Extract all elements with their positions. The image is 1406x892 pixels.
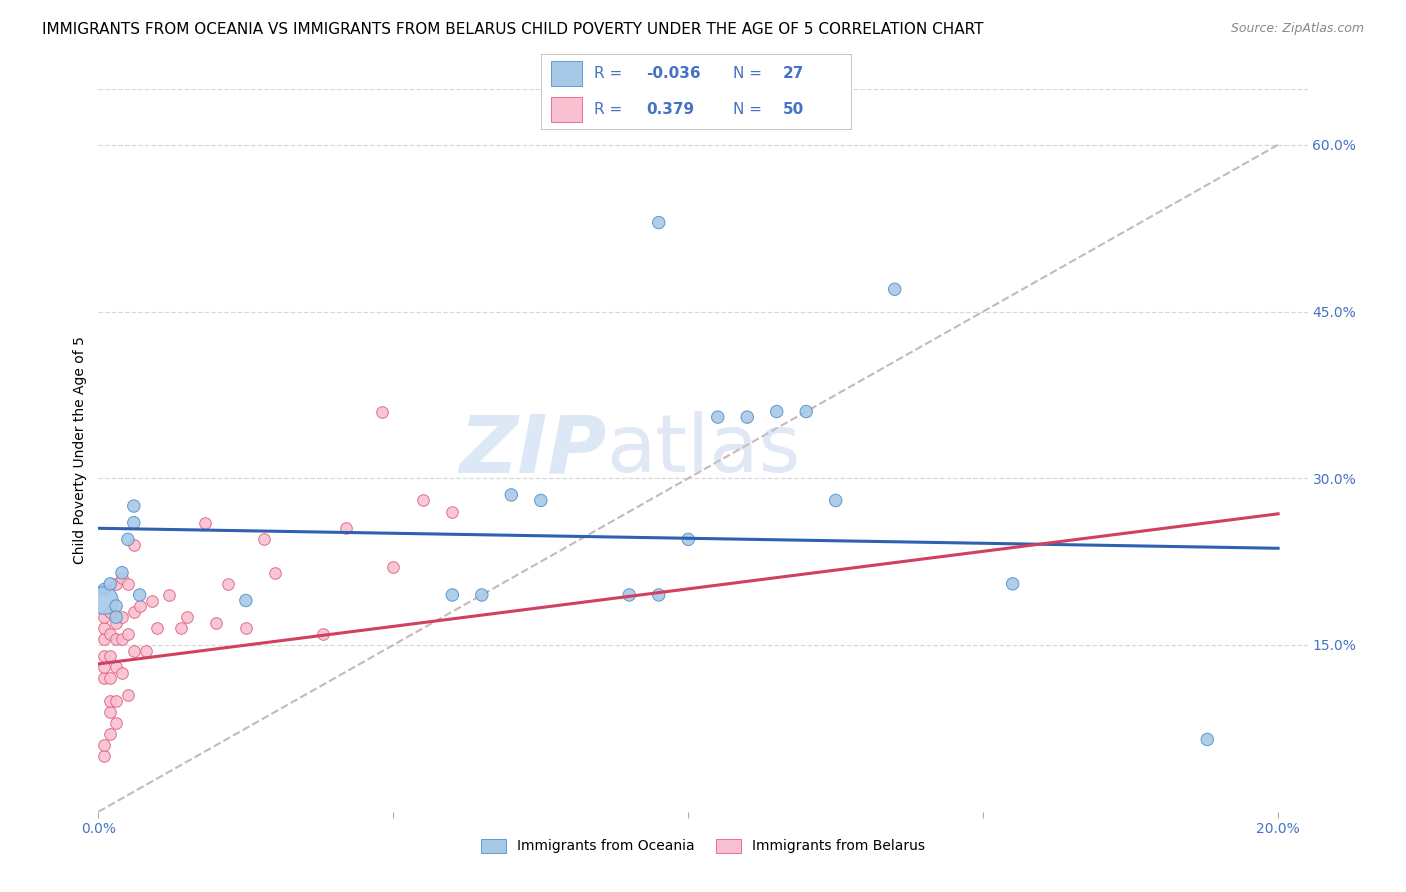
Point: [93, 649, 115, 664]
Point: [93, 749, 115, 764]
Point: [98, 671, 121, 685]
Point: [794, 404, 817, 418]
Text: R =: R =: [593, 66, 627, 81]
Point: [157, 588, 180, 602]
Text: ZIP: ZIP: [458, 411, 606, 490]
Point: [93, 660, 115, 674]
Point: [382, 560, 405, 574]
Text: -0.036: -0.036: [647, 66, 702, 81]
FancyBboxPatch shape: [551, 96, 582, 122]
Point: [122, 538, 145, 552]
Point: [648, 216, 671, 230]
Point: [122, 516, 145, 530]
Y-axis label: Child Poverty Under the Age of 5: Child Poverty Under the Age of 5: [73, 336, 87, 565]
Point: [135, 643, 157, 657]
Point: [98, 705, 121, 719]
Point: [117, 688, 139, 702]
Point: [93, 593, 115, 607]
Point: [412, 493, 434, 508]
Text: atlas: atlas: [606, 411, 800, 490]
Point: [824, 493, 846, 508]
Point: [111, 632, 134, 647]
Point: [235, 593, 257, 607]
Point: [252, 533, 274, 547]
Point: [105, 577, 128, 591]
Point: [530, 493, 553, 508]
Point: [98, 627, 121, 641]
Point: [111, 566, 134, 580]
Point: [883, 282, 905, 296]
Point: [1197, 732, 1219, 747]
Text: IMMIGRANTS FROM OCEANIA VS IMMIGRANTS FROM BELARUS CHILD POVERTY UNDER THE AGE O: IMMIGRANTS FROM OCEANIA VS IMMIGRANTS FR…: [42, 22, 984, 37]
Point: [441, 505, 464, 519]
Point: [93, 621, 115, 635]
FancyBboxPatch shape: [551, 62, 582, 87]
Point: [117, 533, 139, 547]
Point: [194, 516, 217, 530]
Point: [105, 715, 128, 730]
Point: [205, 615, 228, 630]
Point: [128, 588, 150, 602]
Point: [98, 727, 121, 741]
Point: [105, 660, 128, 674]
Point: [128, 599, 150, 613]
Point: [111, 665, 134, 680]
Text: R =: R =: [593, 102, 627, 117]
Point: [105, 693, 128, 707]
Point: [105, 632, 128, 647]
Point: [117, 577, 139, 591]
Text: 0.379: 0.379: [647, 102, 695, 117]
Point: [235, 621, 257, 635]
Point: [111, 610, 134, 624]
Point: [1001, 577, 1024, 591]
Point: [648, 588, 671, 602]
Point: [105, 610, 128, 624]
Point: [122, 643, 145, 657]
Point: [678, 533, 700, 547]
Point: [122, 499, 145, 513]
Point: [441, 588, 464, 602]
Point: [176, 610, 198, 624]
Point: [93, 671, 115, 685]
Text: N =: N =: [733, 66, 766, 81]
Point: [141, 593, 163, 607]
Point: [619, 588, 641, 602]
Point: [335, 521, 357, 535]
Point: [111, 571, 134, 585]
Point: [93, 632, 115, 647]
Point: [117, 627, 139, 641]
Point: [98, 649, 121, 664]
Text: N =: N =: [733, 102, 766, 117]
Text: 50: 50: [783, 102, 804, 117]
Point: [311, 627, 333, 641]
Point: [170, 621, 193, 635]
Legend: Immigrants from Oceania, Immigrants from Belarus: Immigrants from Oceania, Immigrants from…: [475, 833, 931, 859]
Point: [122, 605, 145, 619]
Point: [98, 605, 121, 619]
Point: [93, 582, 115, 597]
Point: [98, 693, 121, 707]
Point: [370, 404, 392, 418]
Point: [93, 738, 115, 752]
Text: 27: 27: [783, 66, 804, 81]
Text: Source: ZipAtlas.com: Source: ZipAtlas.com: [1230, 22, 1364, 36]
Point: [146, 621, 169, 635]
Point: [501, 488, 523, 502]
Point: [105, 599, 128, 613]
Point: [98, 577, 121, 591]
Point: [706, 410, 728, 425]
Point: [105, 615, 128, 630]
Point: [264, 566, 287, 580]
Point: [471, 588, 494, 602]
Point: [217, 577, 239, 591]
Point: [765, 404, 787, 418]
Point: [93, 610, 115, 624]
Point: [735, 410, 758, 425]
